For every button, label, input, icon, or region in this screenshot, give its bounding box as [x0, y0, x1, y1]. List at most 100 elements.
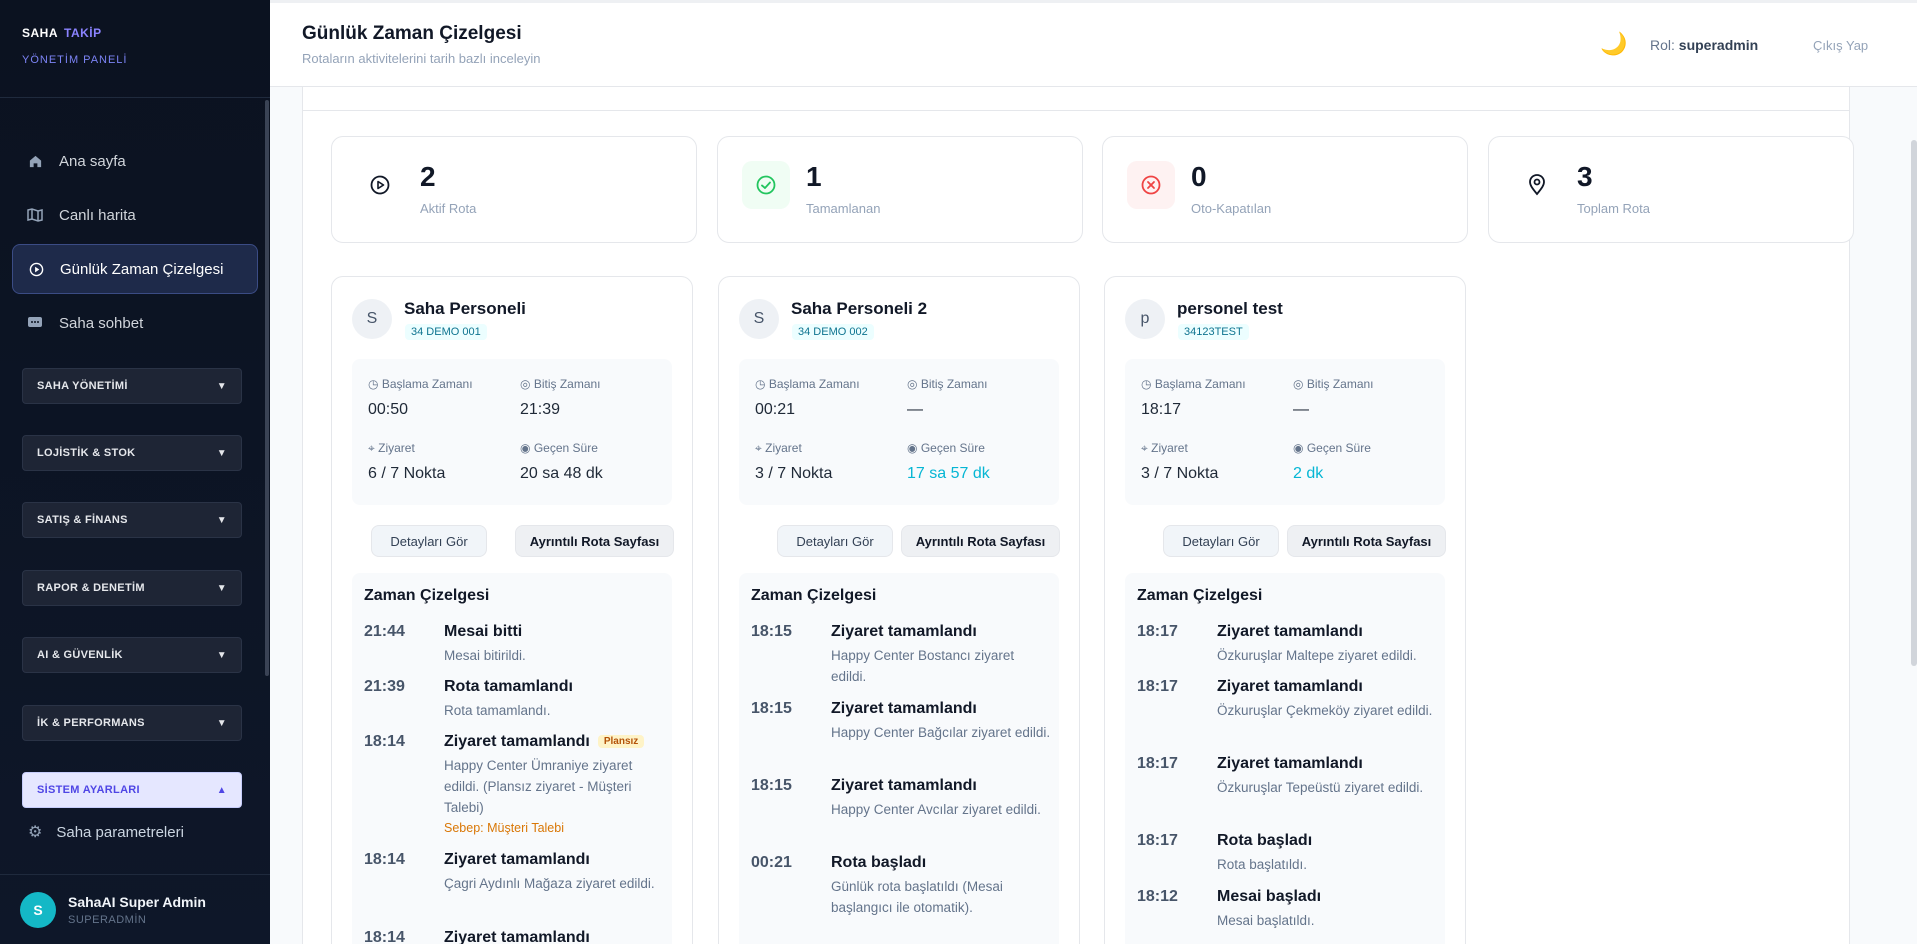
brand-logo[interactable]: SAHA TAKİP — [22, 26, 248, 40]
sidebar: SAHA TAKİP YÖNETİM PANELİ Ana sayfa Canlı… — [0, 0, 270, 944]
sidebar-item-saha-parametreleri[interactable]: ⚙ Saha parametreleri — [28, 822, 184, 842]
route-card: p personel test 34123TEST ◷ Başlama Zama… — [1104, 276, 1466, 944]
avatar: S — [739, 299, 779, 339]
label-text: Geçen Süre — [533, 441, 598, 455]
visit-value: 3 / 7 Nokta — [755, 465, 833, 482]
event-desc: Çagri Aydınlı Mağaza ziyaret edildi. — [444, 876, 655, 891]
personnel-name: Saha Personeli — [404, 299, 526, 318]
end-time-value: 21:39 — [520, 401, 561, 418]
group-label: SAHA YÖNETİMİ — [37, 380, 128, 392]
route-page-button[interactable]: Ayrıntılı Rota Sayfası — [901, 525, 1060, 557]
group-label: SİSTEM AYARLARI — [37, 784, 140, 796]
event-desc: Happy Center Ümraniye ziyaret edildi. (P… — [444, 758, 633, 815]
end-time-value: — — [907, 401, 923, 418]
sidebar-item-label: Saha sohbet — [59, 314, 144, 332]
visit-value: 3 / 7 Nokta — [1141, 465, 1219, 482]
unplanned-badge: Plansız — [597, 735, 645, 749]
event-title: Ziyaret tamamlandı — [1217, 678, 1363, 695]
label-text: Bitiş Zamanı — [920, 377, 988, 391]
label-text: Ziyaret — [765, 441, 802, 455]
caret-down-icon: ▼ — [216, 380, 227, 392]
play-circle-icon: ◉ — [1293, 441, 1304, 455]
pin-icon: ⌖ — [1141, 441, 1148, 455]
event-time: 18:17 — [1137, 755, 1178, 772]
play-circle-icon — [28, 261, 44, 277]
timeline-title: Zaman Çizelgesi — [1137, 587, 1263, 604]
page-scrollbar[interactable] — [1911, 140, 1917, 666]
event-title: Rota tamamlandı — [444, 678, 573, 695]
target-icon: ◎ — [520, 377, 531, 391]
clock-icon: ◷ — [368, 377, 379, 391]
visit-label: ⌖ Ziyaret — [1141, 441, 1188, 456]
event-title: Ziyaret tamamlandı — [831, 623, 977, 640]
details-button[interactable]: Detayları Gör — [371, 525, 487, 557]
sidebar-item-home[interactable]: Ana sayfa — [12, 136, 258, 186]
event-time: 00:21 — [751, 854, 792, 871]
event-desc: Rota başlatıldı. — [1217, 857, 1308, 872]
logout-button[interactable]: Çıkış Yap — [1813, 38, 1869, 53]
elapsed-value: 2 dk — [1293, 465, 1324, 482]
timeline-title: Zaman Çizelgesi — [364, 587, 490, 604]
sidebar-group-saha-yonetimi[interactable]: SAHA YÖNETİMİ ▼ — [22, 368, 242, 404]
moon-icon[interactable]: 🌙 — [1600, 31, 1628, 56]
event-title: Ziyaret tamamlandı — [831, 777, 977, 794]
label-text: Başlama Zamanı — [768, 377, 860, 391]
event-time: 18:15 — [751, 777, 792, 794]
start-time-value: 00:21 — [755, 401, 796, 418]
label-text: Geçen Süre — [920, 441, 985, 455]
user-profile[interactable]: S SahaAI Super Admin SUPERADMİN — [0, 874, 270, 944]
event-desc: Rota tamamlandı. — [444, 703, 551, 718]
brand-word-saha: SAHA — [22, 26, 59, 40]
event-title: Rota başladı — [831, 854, 927, 871]
start-time-label: ◷ Başlama Zamanı — [368, 377, 473, 391]
start-time-value: 18:17 — [1141, 401, 1182, 418]
event-desc: Happy Center Bağcılar ziyaret edildi. — [831, 725, 1051, 740]
personnel-name: personel test — [1177, 299, 1283, 318]
route-page-button[interactable]: Ayrıntılı Rota Sayfası — [515, 525, 674, 557]
stat-value: 0 — [1191, 161, 1207, 192]
route-card: S Saha Personeli 2 34 DEMO 002 ◷ Başlama… — [718, 276, 1080, 944]
event-desc: Özkuruşlar Çekmeköy ziyaret edildi. — [1217, 703, 1433, 718]
route-page-button[interactable]: Ayrıntılı Rota Sayfası — [1287, 525, 1446, 557]
start-time-label: ◷ Başlama Zamanı — [1141, 377, 1246, 391]
event-title-row: Ziyaret tamamlandı Plansız — [444, 733, 645, 751]
sidebar-group-ai-guvenlik[interactable]: AI & GÜVENLİK ▼ — [22, 637, 242, 673]
event-time: 18:17 — [1137, 678, 1178, 695]
details-button[interactable]: Detayları Gör — [1163, 525, 1279, 557]
role-display: Rol: superadmin — [1650, 37, 1758, 53]
target-icon: ◎ — [1293, 377, 1304, 391]
role-label: Rol: — [1650, 37, 1675, 53]
sidebar-group-ik-performans[interactable]: İK & PERFORMANS ▼ — [22, 705, 242, 741]
x-circle-icon — [1127, 161, 1175, 209]
event-desc: Özkuruşlar Tepeüstü ziyaret edildi. — [1217, 780, 1424, 795]
event-time: 21:39 — [364, 678, 405, 695]
event-time: 18:14 — [364, 929, 405, 944]
route-info-panel: ◷ Başlama Zamanı 18:17 ◎ Bitiş Zamanı — … — [1125, 359, 1445, 505]
event-time: 18:14 — [364, 733, 405, 750]
caret-down-icon: ▼ — [216, 447, 227, 459]
sidebar-item-daily-timeline[interactable]: Günlük Zaman Çizelgesi — [12, 244, 258, 294]
sidebar-group-lojistik-stok[interactable]: LOJİSTİK & STOK ▼ — [22, 435, 242, 471]
play-circle-icon: ◉ — [907, 441, 918, 455]
stat-value: 1 — [806, 161, 822, 192]
details-button[interactable]: Detayları Gör — [777, 525, 893, 557]
map-icon — [27, 207, 43, 223]
event-title: Ziyaret tamamlandı — [1217, 755, 1363, 772]
sidebar-scrollbar[interactable] — [265, 100, 269, 676]
avatar: p — [1125, 299, 1165, 339]
sidebar-item-live-map[interactable]: Canlı harita — [12, 190, 258, 240]
sidebar-group-satis-finans[interactable]: SATIŞ & FİNANS ▼ — [22, 502, 242, 538]
event-title: Mesai başladı — [1217, 888, 1322, 905]
sidebar-group-rapor-denetim[interactable]: RAPOR & DENETİM ▼ — [22, 570, 242, 606]
map-pin-icon — [1513, 161, 1561, 209]
event-title: Ziyaret tamamlandı — [444, 733, 590, 750]
group-label: SATIŞ & FİNANS — [37, 514, 128, 526]
event-title: Ziyaret tamamlandı — [1217, 623, 1363, 640]
end-time-value: — — [1293, 401, 1309, 418]
pin-icon: ⌖ — [368, 441, 375, 455]
end-time-label: ◎ Bitiş Zamanı — [907, 377, 988, 391]
sidebar-item-field-chat[interactable]: Saha sohbet — [12, 298, 258, 348]
sidebar-group-sistem-ayarlari[interactable]: SİSTEM AYARLARI ▲ — [22, 772, 242, 808]
event-desc: Günlük rota başlatıldı (Mesai başlangıcı… — [831, 879, 1003, 915]
label-text: Geçen Süre — [1306, 441, 1371, 455]
